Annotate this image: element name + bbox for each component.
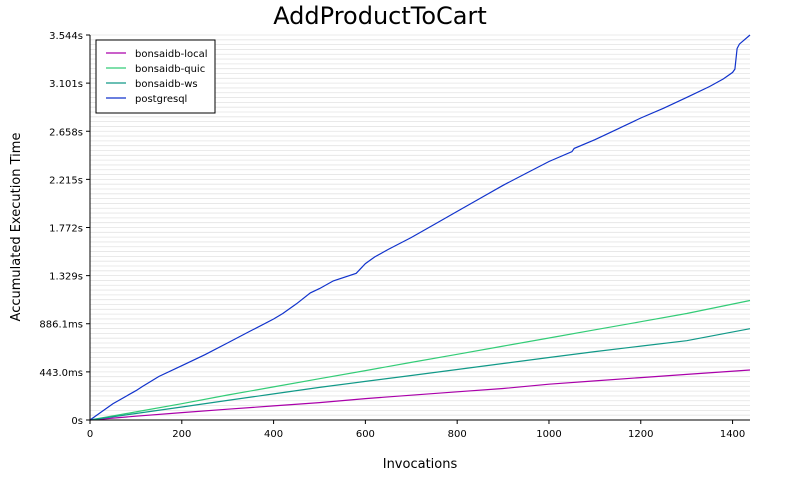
x-tick-label: 0 [87, 429, 93, 440]
y-tick-label: 443.0ms [39, 368, 83, 379]
legend-label: postgresql [135, 94, 187, 105]
series-line-bonsaidb-quic [89, 299, 751, 421]
grid [90, 34, 750, 416]
y-axis-label: Accumulated Execution Time [9, 133, 24, 322]
x-tick-label: 400 [264, 429, 283, 440]
legend-label: bonsaidb-quic [135, 64, 205, 75]
y-tick-label: 886.1ms [39, 320, 83, 331]
series-line-bonsaidb-local [89, 369, 751, 421]
legend-label: bonsaidb-ws [135, 79, 198, 90]
x-tick-label: 800 [448, 429, 467, 440]
y-tick-label: 0s [71, 416, 83, 427]
ticks: 0 200 400 600 800 1000 1200 1400 0s 443.0ms 886.1m… [39, 31, 745, 440]
legend: bonsaidb-local bonsaidb-quic bonsaidb-ws po… [95, 39, 216, 114]
x-tick-label: 1400 [720, 429, 745, 440]
chart-title: AddProductToCart [273, 2, 487, 30]
legend-label: bonsaidb-local [135, 49, 208, 60]
series-line-bonsaidb-ws [89, 328, 751, 421]
y-tick-label: 3.544s [49, 31, 83, 42]
y-tick-label: 2.215s [49, 175, 83, 186]
y-tick-label: 3.101s [49, 79, 83, 90]
y-tick-label: 1.772s [49, 224, 83, 235]
legend-box [95, 39, 216, 114]
x-tick-label: 200 [172, 429, 191, 440]
x-tick-label: 1200 [628, 429, 653, 440]
series-line-postgresql [89, 34, 751, 421]
y-tick-label: 1.329s [49, 272, 83, 283]
y-tick-label: 2.658s [49, 127, 83, 138]
series-layer [89, 34, 751, 421]
x-axis-label: Invocations [383, 457, 458, 472]
x-tick-label: 1000 [536, 429, 561, 440]
x-tick-label: 600 [356, 429, 375, 440]
